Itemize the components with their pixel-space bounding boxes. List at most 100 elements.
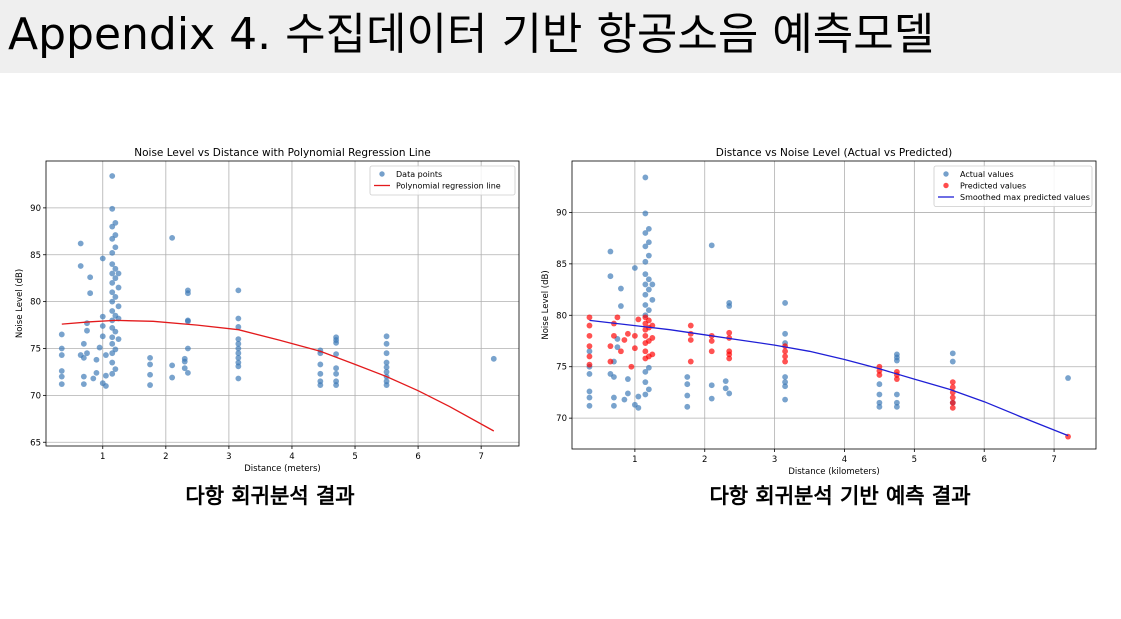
left-chart-point (80, 354, 87, 361)
right-chart-legend-label: Actual values (960, 170, 1014, 179)
right-chart-point (624, 376, 631, 382)
right-chart-point (684, 374, 691, 380)
left-chart-point (87, 290, 94, 297)
left-chart-point (93, 356, 100, 363)
left-chart-point (77, 240, 84, 247)
right-chart-legend: Actual values Predicted values Smoothed ma… (933, 165, 1093, 207)
right-chart-point (611, 394, 617, 401)
right-chart-point (614, 314, 621, 321)
right-chart-point (645, 252, 652, 259)
left-chart-series-1 (61, 319, 495, 432)
left-chart-point (93, 369, 100, 376)
right-chart-point (631, 332, 638, 339)
left-chart-xtick-label: 6 (415, 452, 420, 462)
right-chart-point (628, 363, 635, 370)
right-chart-point (893, 403, 900, 410)
left-chart-point (235, 287, 242, 294)
right-chart-point (621, 337, 628, 343)
left-chart-point (115, 284, 122, 291)
left-chart-point (235, 336, 242, 343)
right-chart-point (949, 399, 956, 406)
left-chart-xtick-label: 7 (478, 452, 483, 462)
right-chart-point (876, 372, 883, 378)
right-chart-point (645, 317, 652, 324)
right-chart-point (893, 399, 900, 406)
right-chart-series-1 (586, 314, 1071, 440)
right-chart-point (586, 402, 593, 409)
right-chart-point (645, 307, 652, 314)
left-chart-point (383, 350, 390, 357)
left-chart-ytick-label: 75 (30, 345, 41, 355)
left-chart-point (58, 345, 65, 352)
right-chart-point (642, 243, 649, 250)
right-chart-point (687, 337, 694, 343)
right-chart-point (642, 379, 649, 386)
right-chart-point (618, 285, 624, 292)
right-chart-point (645, 364, 652, 371)
left-chart-ytick-label: 80 (30, 298, 41, 308)
right-chart-point (645, 386, 652, 393)
caption-left: 다항 회귀분석 결과 (185, 484, 355, 508)
right-chart-point (684, 403, 691, 410)
left-chart-point (109, 261, 116, 268)
left-chart-point (112, 232, 119, 238)
left-chart-ylabel: Noise Level (dB) (15, 269, 25, 338)
right-chart-point (949, 358, 956, 365)
left-chart-point (109, 370, 116, 377)
left-chart-legend: Data points Polynomial regression line (369, 165, 516, 196)
left-chart-point (333, 351, 340, 358)
right-chart-point (642, 291, 649, 298)
right-chart-point (649, 296, 656, 303)
left-chart-point (383, 364, 390, 371)
left-chart-point (235, 345, 242, 352)
left-chart-point (58, 373, 65, 380)
left-chart-series-0 (58, 173, 497, 389)
right-chart-point (687, 330, 694, 337)
right-chart-xlabel: Distance (kilometers) (788, 467, 879, 477)
right-chart-point (782, 374, 788, 380)
left-chart-point (112, 294, 119, 300)
right-chart-point (893, 391, 900, 398)
left-chart-point (84, 350, 90, 357)
right-chart-point (645, 286, 652, 293)
left-chart-point (109, 289, 116, 296)
left-chart-point (147, 361, 153, 368)
right-chart-ytick-label: 80 (556, 311, 567, 321)
right-chart-point (949, 394, 956, 401)
right-chart-point (726, 348, 733, 355)
right-chart-point (949, 384, 956, 391)
right-chart-line (589, 319, 1069, 437)
right-chart-point (893, 376, 900, 382)
left-chart-point (109, 205, 116, 212)
left-chart-point (77, 263, 84, 269)
left-chart-point (169, 362, 176, 369)
left-chart-point (80, 381, 87, 388)
right-chart-point (635, 393, 642, 400)
polynomial-regression-chart: Noise Level vs Distance with Polynomial … (15, 147, 520, 474)
left-chart-point (185, 369, 191, 376)
right-chart-point (722, 385, 729, 392)
left-chart-point (109, 334, 116, 341)
right-chart-point (611, 332, 617, 339)
left-chart-point (235, 315, 242, 322)
right-chart-point (618, 303, 624, 309)
page-title: Appendix 4. 수집데이터 기반 항공소음 예측모델 (8, 9, 935, 60)
right-chart-point (708, 382, 715, 389)
right-chart-legend-box (933, 165, 1093, 207)
left-chart-xtick-label: 5 (352, 452, 357, 462)
right-chart-point (642, 174, 649, 181)
right-chart-point (649, 281, 656, 288)
right-chart-point (631, 265, 638, 271)
left-chart-ytick-label: 85 (30, 251, 41, 261)
right-chart-point (876, 391, 883, 398)
left-chart-point (109, 298, 116, 305)
left-chart-point (87, 274, 94, 281)
left-chart-point (103, 372, 109, 379)
right-chart-point (949, 404, 956, 411)
right-chart-point (642, 271, 649, 278)
right-chart-point (645, 225, 652, 232)
left-chart-line (61, 319, 495, 432)
left-chart-point (181, 365, 188, 372)
left-chart-point (147, 354, 153, 361)
right-chart-title: Distance vs Noise Level (Actual vs Predi… (716, 147, 953, 159)
